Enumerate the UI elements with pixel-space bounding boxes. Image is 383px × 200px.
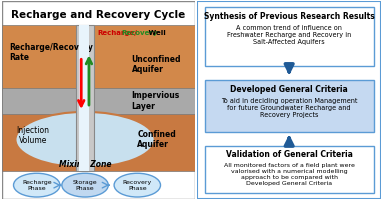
Ellipse shape bbox=[62, 173, 108, 197]
Text: Recharge/: Recharge/ bbox=[98, 30, 137, 36]
Bar bbox=[2, 25, 195, 90]
Text: Unconfined
Aquifer: Unconfined Aquifer bbox=[131, 55, 181, 74]
Text: Impervious
Layer: Impervious Layer bbox=[131, 91, 180, 111]
Ellipse shape bbox=[13, 173, 60, 197]
Text: A common trend of influence on
Freshwater Recharge and Recovery in
Salt-Affected: A common trend of influence on Freshwate… bbox=[227, 25, 351, 45]
Bar bbox=[2, 88, 195, 116]
Bar bbox=[2, 114, 195, 171]
Text: Well: Well bbox=[146, 30, 166, 36]
Text: Mixing Zone: Mixing Zone bbox=[59, 160, 111, 169]
Bar bbox=[76, 25, 94, 171]
Text: To aid in deciding operation Management
for future Groundwater Recharge and
Reco: To aid in deciding operation Management … bbox=[221, 98, 357, 118]
Text: All monitored factors of a field plant were
valorised with a numerical modelling: All monitored factors of a field plant w… bbox=[224, 163, 355, 186]
Bar bbox=[205, 80, 374, 132]
Text: Confined
Aquifer: Confined Aquifer bbox=[137, 130, 176, 149]
Bar bbox=[205, 7, 374, 66]
Text: Developed General Criteria: Developed General Criteria bbox=[230, 85, 348, 94]
Text: Recharge/Recovery
Rate: Recharge/Recovery Rate bbox=[10, 43, 93, 62]
Text: Recharge and Recovery Cycle: Recharge and Recovery Cycle bbox=[11, 10, 186, 20]
Ellipse shape bbox=[114, 173, 160, 197]
Text: Recharge
Phase: Recharge Phase bbox=[22, 180, 52, 191]
Text: Validation of General Criteria: Validation of General Criteria bbox=[226, 150, 353, 159]
Bar bbox=[205, 146, 374, 193]
Text: Storage
Phase: Storage Phase bbox=[73, 180, 97, 191]
Text: Synthesis of Previous Research Results: Synthesis of Previous Research Results bbox=[204, 12, 375, 21]
Ellipse shape bbox=[15, 112, 155, 167]
Text: Injection
Volume: Injection Volume bbox=[16, 126, 49, 145]
Text: Recovery
Phase: Recovery Phase bbox=[123, 180, 152, 191]
Bar bbox=[79, 25, 89, 171]
Text: Recovery: Recovery bbox=[122, 30, 158, 36]
